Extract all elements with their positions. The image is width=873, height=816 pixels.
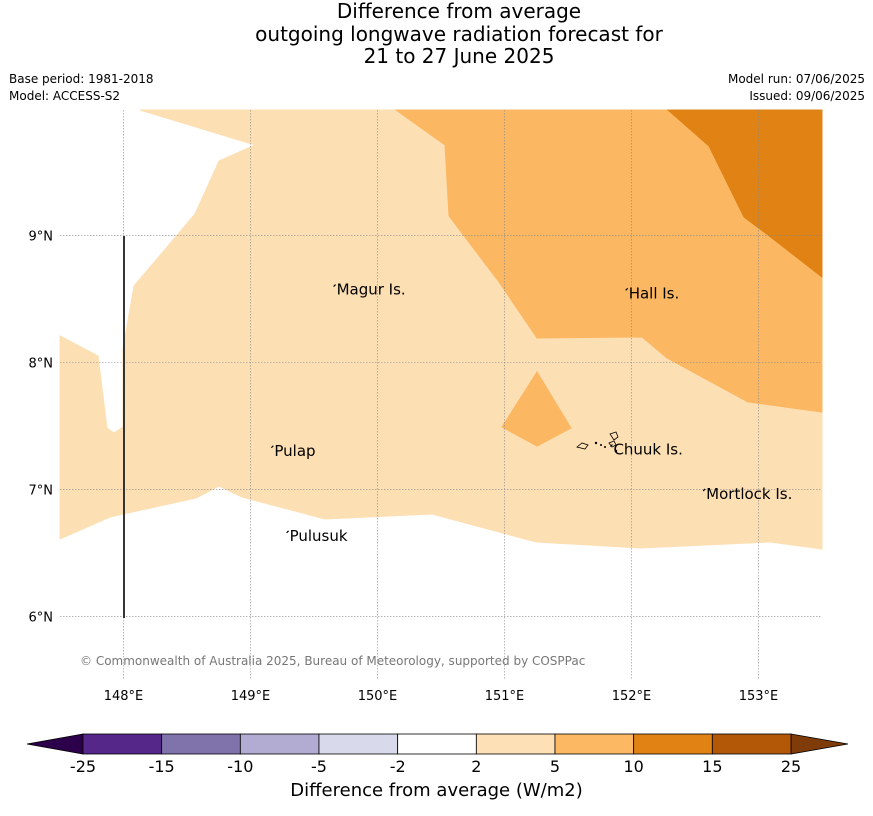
meta-left: Base period: 1981-2018 Model: ACCESS-S2 <box>9 71 154 105</box>
lat-tick-label: 6°N <box>29 611 54 626</box>
colorbar-band <box>711 733 792 755</box>
band-5-10-region <box>394 109 823 413</box>
colorbar-extend-low <box>26 733 84 755</box>
island-mark <box>610 444 613 447</box>
island-dot <box>614 449 618 453</box>
island-mark <box>270 445 274 449</box>
island-shape <box>609 431 619 441</box>
colorbar-band <box>397 733 477 755</box>
issued-date: Issued: 09/06/2025 <box>749 89 865 103</box>
title-line: Difference from average <box>336 0 582 23</box>
colorbar-tick-label: 10 <box>623 757 643 776</box>
lon-tick-label: 149°E <box>231 689 271 704</box>
colorbar-band <box>318 733 399 755</box>
island-dot <box>594 441 598 445</box>
lon-tick-label: 148°E <box>104 689 144 704</box>
colorbar-band <box>82 733 163 755</box>
place-label: Hall Is. <box>629 284 680 302</box>
island-mark <box>702 488 706 492</box>
place-labels: Magur Is. Hall Is. Pulap Chuuk Is. Mortlock … <box>270 281 792 545</box>
island-mark <box>333 284 337 287</box>
island-mark <box>625 287 629 291</box>
meta-right: Model run: 07/06/2025 Issued: 09/06/2025 <box>728 71 865 105</box>
colorbar-band <box>239 733 320 755</box>
island-dot <box>604 446 606 448</box>
band-10-15-region <box>666 109 823 279</box>
colorbar-tick-label: 5 <box>550 757 560 776</box>
copyright-notice: © Commonwealth of Australia 2025, Bureau… <box>80 654 585 668</box>
colorbar-tick-label: 25 <box>781 757 801 776</box>
colorbar-band <box>475 733 556 755</box>
place-label: Pulap <box>274 442 315 460</box>
island-mark <box>286 530 290 534</box>
colorbar-tick-label: -15 <box>149 757 175 776</box>
lon-tick-label: 151°E <box>485 689 525 704</box>
model-run-date: Model run: 07/06/2025 <box>727 72 865 86</box>
band-5-10-region <box>501 371 572 447</box>
colorbar-bands <box>26 733 849 755</box>
island-shape <box>576 442 589 450</box>
colorbar-tick-label: -2 <box>390 757 406 776</box>
base-period: Base period: 1981-2018 <box>9 72 154 86</box>
place-label: Magur Is. <box>337 281 406 299</box>
lat-tick-label: 7°N <box>29 484 54 499</box>
colorbar-band <box>633 733 713 755</box>
lat-tick-label: 9°N <box>29 230 54 245</box>
colorbar-extend-high <box>790 733 849 755</box>
axis-tick-labels: 148°E 149°E 150°E 151°E 152°E 153°E 6°N 7°N 8°N 9… <box>29 230 779 704</box>
chuuk-islands <box>576 431 619 453</box>
lon-tick-label: 152°E <box>612 689 652 704</box>
colorbar-band <box>554 733 635 755</box>
colorbar-tick-label: -25 <box>70 757 96 776</box>
colorbar-label: Difference from average (W/m2) <box>290 780 583 801</box>
map-canvas: Magur Is. Hall Is. Pulap Chuuk Is. Mortlock … <box>29 109 823 704</box>
colorbar-band <box>161 733 241 755</box>
island-dot <box>600 444 602 446</box>
place-label: Mortlock Is. <box>706 485 792 503</box>
anomaly-fill-layer <box>59 109 823 550</box>
lon-tick-label: 153°E <box>739 689 779 704</box>
title-line: 21 to 27 June 2025 <box>363 44 555 68</box>
lon-tick-label: 150°E <box>358 689 398 704</box>
map-title: Difference from average outgoing longwav… <box>0 0 873 68</box>
title-line: outgoing longwave radiation forecast for <box>255 21 663 46</box>
colorbar-tick-labels: -25 -15 -10 -5 -2 2 5 10 15 25 <box>70 757 801 776</box>
place-label: Pulusuk <box>290 527 348 545</box>
colorbar-tick-label: 15 <box>702 757 722 776</box>
colorbar-tick-label: -5 <box>311 757 327 776</box>
lat-tick-label: 8°N <box>29 357 54 372</box>
place-label: Chuuk Is. <box>613 440 682 458</box>
model-name: Model: ACCESS-S2 <box>9 89 121 103</box>
colorbar-tick-label: -10 <box>227 757 253 776</box>
colorbar-tick-label: 2 <box>471 757 481 776</box>
